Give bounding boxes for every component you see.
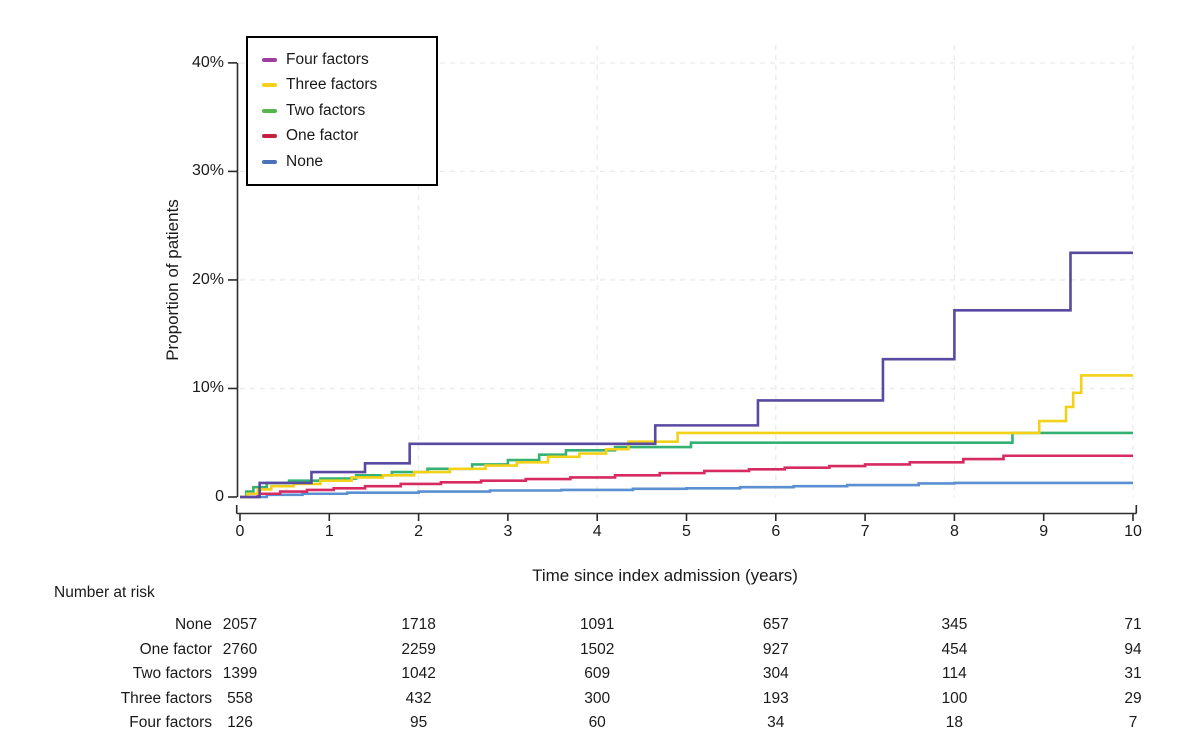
x-tick-label: 0 xyxy=(235,523,245,540)
risk-value: 300 xyxy=(584,689,611,707)
survival-curve-plot xyxy=(228,45,1138,521)
risk-value: 126 xyxy=(227,714,253,731)
risk-value: 1718 xyxy=(401,616,436,633)
risk-value: 29 xyxy=(1124,689,1142,707)
risk-value: 345 xyxy=(941,616,968,633)
x-tick-label: 7 xyxy=(860,523,870,540)
risk-value: 95 xyxy=(409,714,428,731)
legend-item-three-factors: Three factors xyxy=(262,73,422,99)
legend-item-none: None xyxy=(262,149,422,175)
risk-value: 2057 xyxy=(222,616,258,633)
risk-value: 1091 xyxy=(579,616,615,633)
legend-item-two-factors: Two factors xyxy=(262,98,422,124)
y-axis-title: Proportion of patients xyxy=(163,199,182,361)
risk-value: 304 xyxy=(762,665,789,682)
legend-label: One factor xyxy=(286,127,359,145)
legend-swatch-three-factors xyxy=(262,83,277,88)
y-tick-label: 30% xyxy=(191,162,224,180)
legend-item-one-factor: One factor xyxy=(262,124,422,150)
number-at-risk-heading: Number at risk xyxy=(54,584,155,601)
series-line-none xyxy=(240,481,1133,499)
risk-row-label: None xyxy=(174,616,212,633)
risk-value: 558 xyxy=(227,689,253,707)
risk-value: 18 xyxy=(945,714,964,731)
risk-value: 34 xyxy=(767,714,785,731)
risk-value: 7 xyxy=(1128,714,1138,731)
x-axis-title: Time since index admission (years) xyxy=(532,566,798,585)
y-tick-label: 10% xyxy=(191,379,224,397)
x-tick-label: 4 xyxy=(592,523,602,540)
legend-swatch-one-factor xyxy=(262,134,277,139)
y-tick-label: 40% xyxy=(191,53,224,71)
risk-value: 657 xyxy=(762,616,789,633)
legend-item-four-factors: Four factors xyxy=(262,47,422,73)
risk-value: 94 xyxy=(1124,640,1142,658)
series-line-one-factor xyxy=(240,454,1133,499)
risk-value: 1042 xyxy=(401,665,436,682)
risk-row-label: One factor xyxy=(139,640,212,658)
series-line-four-factors xyxy=(240,251,1133,499)
risk-value: 432 xyxy=(405,689,432,707)
risk-value: 1399 xyxy=(222,665,258,682)
risk-value: 2760 xyxy=(222,640,258,658)
legend-box: Four factors Three factors Two factors One … xyxy=(246,36,438,186)
x-tick-label: 9 xyxy=(1039,523,1049,540)
legend-label: Three factors xyxy=(286,76,378,94)
legend-label: None xyxy=(286,152,324,170)
risk-value: 100 xyxy=(941,689,968,707)
x-tick-label: 6 xyxy=(771,523,781,540)
x-tick-label: 1 xyxy=(324,523,334,540)
x-tick-label: 2 xyxy=(414,523,424,540)
risk-value: 71 xyxy=(1124,616,1142,633)
risk-row-label: Four factors xyxy=(129,714,212,731)
risk-value: 2259 xyxy=(401,640,436,658)
risk-value: 193 xyxy=(762,689,789,707)
risk-row-label: Three factors xyxy=(120,689,212,707)
x-tick-label: 3 xyxy=(503,523,513,540)
x-tick-label: 8 xyxy=(949,523,959,540)
risk-value: 454 xyxy=(941,640,968,658)
x-tick-label: 5 xyxy=(682,523,691,540)
y-tick-label: 20% xyxy=(191,270,224,288)
series-line-two-factors xyxy=(240,431,1133,499)
risk-row-label: Two factors xyxy=(132,665,212,682)
risk-value: 114 xyxy=(942,665,967,682)
risk-value: 60 xyxy=(588,714,606,731)
risk-value: 1502 xyxy=(579,640,615,658)
legend-swatch-four-factors xyxy=(262,57,277,62)
risk-value: 609 xyxy=(584,665,611,682)
series-line-three-factors xyxy=(240,374,1133,499)
x-tick-label: 10 xyxy=(1124,523,1142,540)
legend-swatch-none xyxy=(262,159,277,164)
risk-value: 31 xyxy=(1124,665,1142,682)
legend-swatch-two-factors xyxy=(262,108,277,113)
legend-label: Four factors xyxy=(286,50,369,68)
legend-label: Two factors xyxy=(286,101,366,119)
y-tick-label: 0 xyxy=(215,488,224,505)
risk-value: 927 xyxy=(762,640,789,658)
